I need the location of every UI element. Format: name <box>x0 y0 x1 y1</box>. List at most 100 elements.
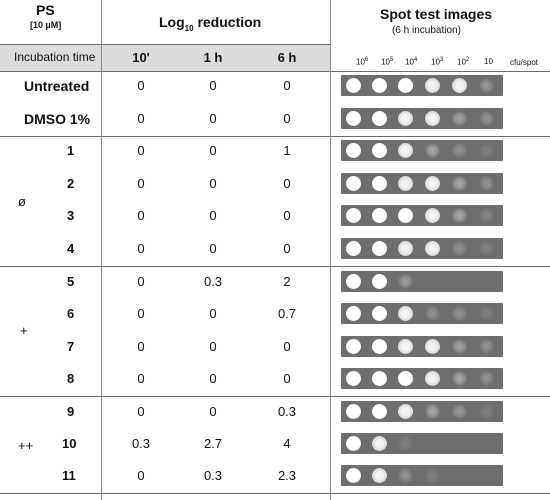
colony-spot <box>479 208 494 223</box>
log-reduction-value: 0 <box>137 306 145 321</box>
spot-test-strip <box>341 368 503 389</box>
spot-test-strip <box>341 465 503 486</box>
log-reduction-value: 0.3 <box>203 468 223 483</box>
spot-test-strip <box>341 75 503 96</box>
colony-spot <box>372 143 387 158</box>
log-reduction-value: 0 <box>137 143 145 158</box>
spot-test-strip <box>341 336 503 357</box>
colony-spot <box>372 404 387 419</box>
dilution-label: 105 <box>381 57 394 67</box>
colony-spot <box>425 306 440 321</box>
colony-spot <box>398 241 413 256</box>
log-reduction-value: 2.7 <box>203 436 223 451</box>
colony-spot <box>372 468 387 483</box>
log-reduction-value: 0.3 <box>131 436 151 451</box>
dilution-label: 103 <box>431 57 444 67</box>
colony-spot <box>346 404 361 419</box>
log-reduction-value: 0 <box>283 339 291 354</box>
log-reduction-value: 0 <box>137 274 145 289</box>
colony-spot <box>372 208 387 223</box>
log-reduction-value: 0.7 <box>277 306 297 321</box>
log-reduction-value: 0 <box>283 111 291 126</box>
log-reduction-value: 0 <box>209 208 217 223</box>
log-reduction-value: 0 <box>137 208 145 223</box>
colony-spot <box>346 371 361 386</box>
divider-group-2 <box>0 266 550 267</box>
colony-spot <box>398 176 413 191</box>
colony-spot <box>425 78 440 93</box>
group-symbol-plusplus: ++ <box>18 438 34 453</box>
colony-spot <box>398 339 413 354</box>
row-label: 10 <box>62 436 77 451</box>
log-reduction-value: 2.3 <box>277 468 297 483</box>
dilution-label: 102 <box>457 57 470 67</box>
colony-spot <box>372 371 387 386</box>
divider-header-top <box>0 44 330 45</box>
colony-spot <box>346 468 361 483</box>
log-reduction-value: 0 <box>137 176 145 191</box>
colony-spot <box>479 306 494 321</box>
dilution-label: 104 <box>405 57 418 67</box>
colony-spot <box>452 143 467 158</box>
time-10min: 10' <box>132 50 150 65</box>
row-label: 8 <box>67 371 75 386</box>
log-reduction-value: 0 <box>209 371 217 386</box>
colony-spot <box>425 404 440 419</box>
row-label: 2 <box>67 176 75 191</box>
incubation-time-label: Incubation time <box>14 50 96 64</box>
colony-spot <box>425 111 440 126</box>
spot-test-strip <box>341 140 503 161</box>
colony-spot <box>398 143 413 158</box>
log-reduction-value: 2 <box>283 274 291 289</box>
colony-spot <box>479 78 494 93</box>
ps-concentration: [10 µM] <box>30 20 62 30</box>
log-reduction-value: 0 <box>209 143 217 158</box>
row-label: 11 <box>62 468 76 483</box>
spot-test-strip <box>341 401 503 422</box>
colony-spot <box>479 371 494 386</box>
row-label: 6 <box>67 306 75 321</box>
colony-spot <box>372 436 387 451</box>
time-6h: 6 h <box>277 50 297 65</box>
log-reduction-value: 0 <box>137 371 145 386</box>
colony-spot <box>398 371 413 386</box>
log-reduction-value: 0 <box>137 468 145 483</box>
log-reduction-value: 0 <box>137 339 145 354</box>
colony-spot <box>425 339 440 354</box>
colony-spot <box>346 111 361 126</box>
log-reduction-header: Log10 reduction <box>159 14 262 33</box>
spot-test-strip <box>341 173 503 194</box>
time-1h: 1 h <box>203 50 223 65</box>
colony-spot <box>346 241 361 256</box>
colony-spot <box>398 78 413 93</box>
colony-spot <box>346 274 361 289</box>
dilution-label: 10 <box>484 57 493 66</box>
row-label: 5 <box>67 274 75 289</box>
row-label: 7 <box>67 339 75 354</box>
colony-spot <box>479 111 494 126</box>
log-reduction-value: 0 <box>209 78 217 93</box>
spot-test-strip <box>341 433 503 454</box>
colony-spot <box>452 339 467 354</box>
colony-spot <box>372 306 387 321</box>
colony-spot <box>398 111 413 126</box>
colony-spot <box>452 111 467 126</box>
colony-spot <box>425 468 440 483</box>
colony-spot <box>452 208 467 223</box>
incubation-header-band <box>0 44 330 71</box>
colony-spot <box>372 241 387 256</box>
colony-spot <box>452 241 467 256</box>
colony-spot <box>398 468 413 483</box>
row-label: Untreated <box>24 78 90 94</box>
colony-spot <box>346 78 361 93</box>
spot-test-title: Spot test images <box>380 6 493 22</box>
colony-spot <box>346 143 361 158</box>
divider-group-1 <box>0 136 550 137</box>
colony-spot <box>425 143 440 158</box>
log-reduction-value: 0 <box>209 111 217 126</box>
divider-group-3 <box>0 396 550 397</box>
colony-spot <box>398 274 413 289</box>
log-reduction-value: 0 <box>137 111 145 126</box>
row-label: 4 <box>67 241 75 256</box>
